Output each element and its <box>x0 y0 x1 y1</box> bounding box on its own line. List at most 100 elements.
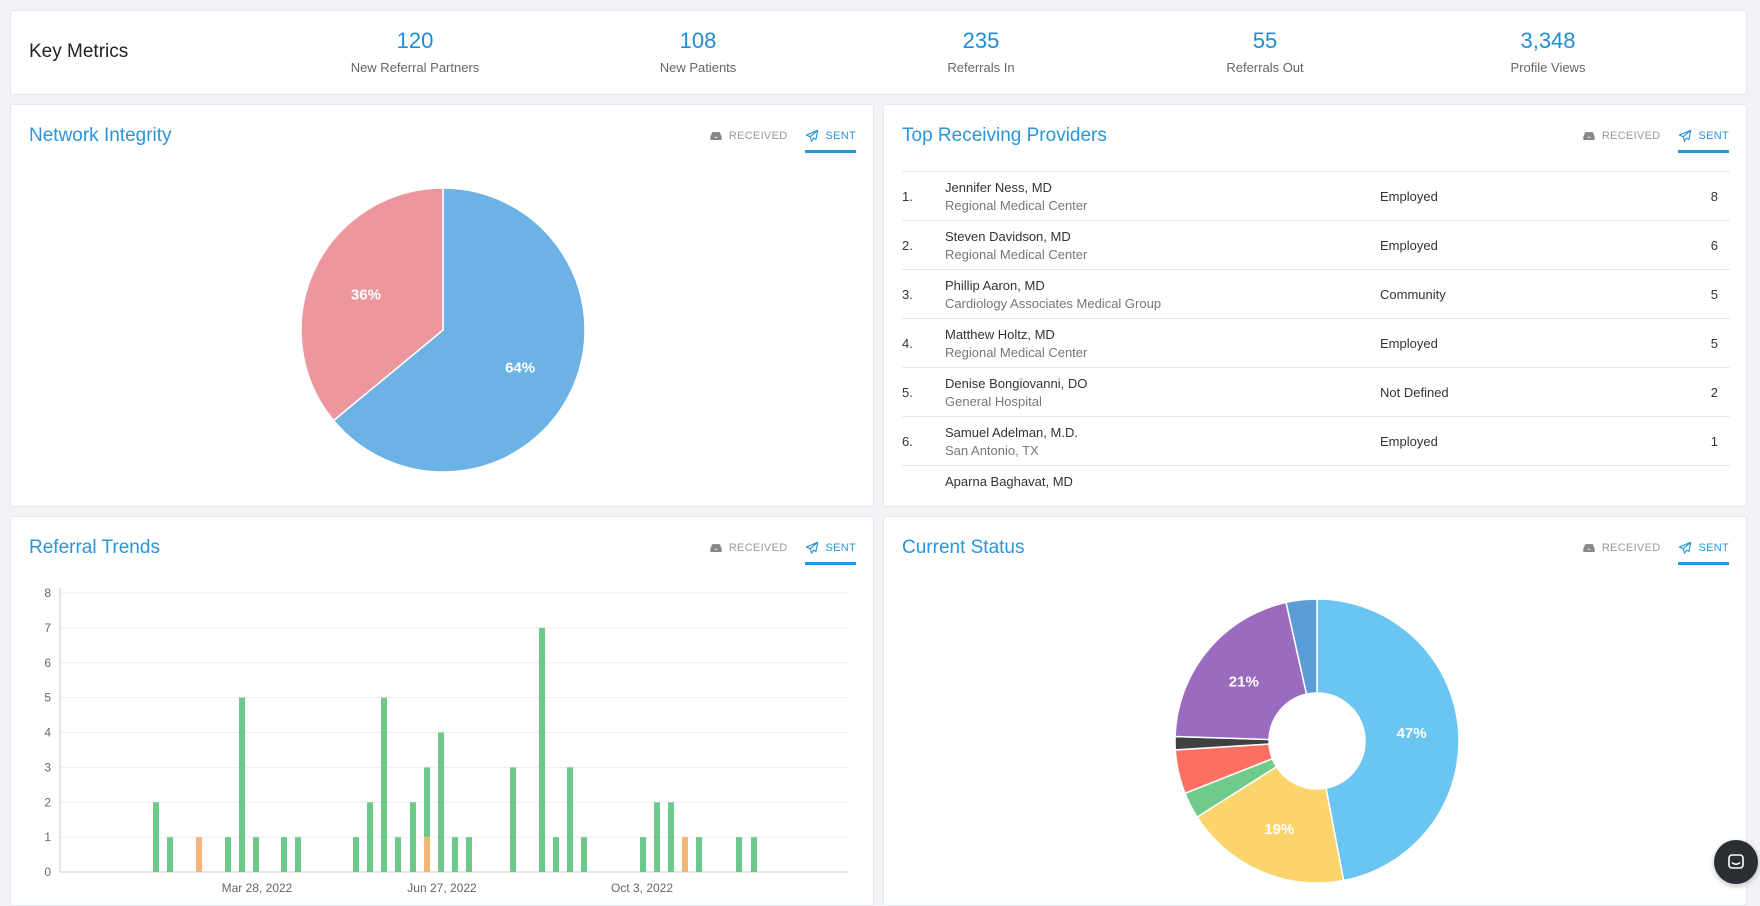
provider-type: Employed <box>1380 434 1438 449</box>
current-status-slice[interactable] <box>1174 601 1308 741</box>
list-item[interactable]: 4. Matthew Holtz, MD Regional Medical Ce… <box>902 318 1730 367</box>
provider-rank: 4. <box>902 336 913 351</box>
bar-received[interactable] <box>466 837 472 872</box>
bar-received[interactable] <box>567 767 573 872</box>
key-metrics-title: Key Metrics <box>29 41 129 62</box>
x-tick-label: Oct 3, 2022 <box>611 881 673 895</box>
bar-received[interactable] <box>225 837 231 872</box>
current-status-slice-label: 19% <box>1264 821 1294 838</box>
provider-rank: 1. <box>902 189 913 204</box>
provider-name: Jennifer Ness, MD <box>945 180 1052 195</box>
network-integrity-slice-label: 36% <box>351 287 381 304</box>
bar-sent[interactable] <box>196 837 202 872</box>
bar-received[interactable] <box>395 837 401 872</box>
inbox-icon <box>710 544 722 552</box>
provider-count: 5 <box>1710 336 1718 351</box>
metric-new-referral-partners[interactable]: 120 New Referral Partners <box>295 28 535 75</box>
sent-tab[interactable]: SENT <box>805 541 856 565</box>
bar-received[interactable] <box>654 802 660 872</box>
received-label: RECEIVED <box>1601 542 1661 554</box>
current-status-slice-label: 47% <box>1397 725 1427 742</box>
y-tick-label: 1 <box>44 830 51 844</box>
bar-received[interactable] <box>751 837 757 872</box>
provider-rank: 2. <box>902 238 913 253</box>
sent-label: SENT <box>825 542 856 554</box>
bar-received[interactable] <box>640 837 646 872</box>
metric-referrals-in[interactable]: 235 Referrals In <box>861 28 1101 75</box>
metric-new-patients[interactable]: 108 New Patients <box>578 28 818 75</box>
bar-received[interactable] <box>167 837 173 872</box>
list-item[interactable]: Aparna Baghavat, MD <box>902 465 1730 506</box>
list-item[interactable]: 5. Denise Bongiovanni, DO General Hospit… <box>902 367 1730 416</box>
provider-name: Aparna Baghavat, MD <box>945 474 1073 489</box>
provider-rank: 3. <box>902 287 913 302</box>
inbox-icon <box>710 132 722 140</box>
current-status-donut-chart: 47% 19% 21% <box>1174 598 1460 884</box>
bar-received[interactable] <box>452 837 458 872</box>
bar-received[interactable] <box>253 837 259 872</box>
provider-name: Matthew Holtz, MD <box>945 327 1055 342</box>
provider-type: Not Defined <box>1380 385 1449 400</box>
provider-type: Employed <box>1380 238 1438 253</box>
provider-organization: General Hospital <box>945 394 1042 409</box>
paper-plane-icon <box>1679 129 1692 142</box>
x-tick-label: Jun 27, 2022 <box>407 881 477 895</box>
sent-tab[interactable]: SENT <box>805 129 856 153</box>
metric-value: 120 <box>396 28 434 53</box>
network-integrity-card: Network Integrity RECEIVED SENT 64% 36% <box>10 104 874 507</box>
bar-sent[interactable] <box>424 837 430 872</box>
current-status-title: Current Status <box>902 537 1025 558</box>
bar-received[interactable] <box>239 697 245 872</box>
bar-received[interactable] <box>438 732 444 873</box>
current-status-slice[interactable] <box>1285 598 1318 696</box>
bar-received[interactable] <box>668 802 674 872</box>
bar-received[interactable] <box>367 802 373 872</box>
provider-organization: Regional Medical Center <box>945 345 1088 360</box>
current-status-slice[interactable] <box>1196 765 1345 884</box>
inbox-icon <box>1583 544 1595 552</box>
current-status-slice[interactable] <box>1316 598 1460 882</box>
bar-received[interactable] <box>581 837 587 872</box>
inbox-icon <box>1583 132 1595 140</box>
network-integrity-slice[interactable] <box>332 187 586 473</box>
current-status-card: Current Status RECEIVED SENT 47% 19% 21% <box>883 516 1747 906</box>
received-tab[interactable]: RECEIVED <box>709 129 788 153</box>
bar-received[interactable] <box>736 837 742 872</box>
y-tick-label: 5 <box>44 691 51 705</box>
provider-count: 8 <box>1710 189 1718 204</box>
current-status-slice-label: 21% <box>1229 673 1259 690</box>
y-tick-label: 3 <box>44 760 51 774</box>
bar-received[interactable] <box>696 837 702 872</box>
metric-value: 235 <box>962 28 1000 53</box>
sent-label: SENT <box>1698 130 1729 142</box>
bar-received[interactable] <box>153 802 159 872</box>
bar-received[interactable] <box>410 802 416 872</box>
bar-received[interactable] <box>424 767 430 838</box>
metric-value: 3,348 <box>1520 28 1576 53</box>
metric-profile-views[interactable]: 3,348 Profile Views <box>1428 28 1668 75</box>
chat-launcher-button[interactable] <box>1714 840 1758 884</box>
providers-list: 1. Jennifer Ness, MD Regional Medical Ce… <box>902 171 1730 506</box>
sent-tab[interactable]: SENT <box>1678 541 1729 565</box>
bar-received[interactable] <box>295 837 301 872</box>
bar-received[interactable] <box>510 767 516 872</box>
received-tab[interactable]: RECEIVED <box>709 541 788 565</box>
sent-tab[interactable]: SENT <box>1678 129 1729 153</box>
received-tab[interactable]: RECEIVED <box>1582 129 1661 153</box>
list-item[interactable]: 6. Samuel Adelman, M.D. San Antonio, TX … <box>902 416 1730 465</box>
bar-received[interactable] <box>539 627 545 872</box>
received-tab[interactable]: RECEIVED <box>1582 541 1661 565</box>
bar-received[interactable] <box>553 837 559 872</box>
metric-referrals-out[interactable]: 55 Referrals Out <box>1145 28 1385 75</box>
list-item[interactable]: 3. Phillip Aaron, MD Cardiology Associat… <box>902 269 1730 318</box>
paper-plane-icon <box>806 541 819 554</box>
list-item[interactable]: 2. Steven Davidson, MD Regional Medical … <box>902 220 1730 269</box>
chat-icon <box>1728 854 1744 869</box>
network-integrity-slice[interactable] <box>300 187 444 422</box>
list-item[interactable]: 1. Jennifer Ness, MD Regional Medical Ce… <box>902 171 1730 220</box>
bar-received[interactable] <box>281 837 287 872</box>
bar-sent[interactable] <box>682 837 688 872</box>
bar-received[interactable] <box>353 837 359 872</box>
bar-received[interactable] <box>381 697 387 872</box>
metric-label: Profile Views <box>1510 60 1586 75</box>
